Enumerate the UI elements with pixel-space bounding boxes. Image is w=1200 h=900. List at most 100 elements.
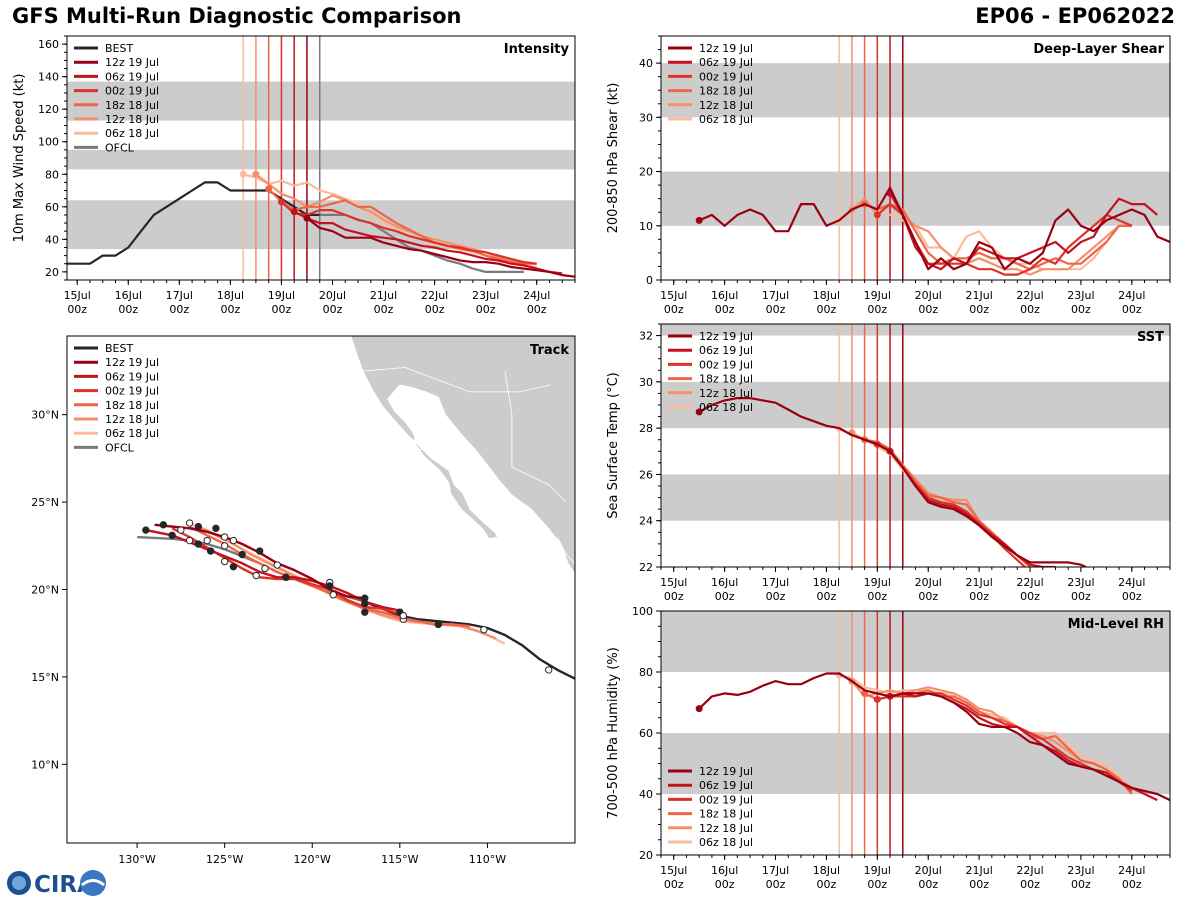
rh-xtick-label: 21Jul [965,864,992,877]
rh-xtick-label: 00z [664,878,684,891]
track-point [361,594,369,602]
intensity-legend-label: BEST [105,42,133,55]
track-legend-label: BEST [105,342,133,355]
track-point [399,612,408,620]
intensity-series-line [306,217,575,278]
intensity-xtick-label: 00z [118,303,138,316]
track-point [229,536,238,545]
shear-xtick-label: 17Jul [762,289,789,302]
rh-xtick-label: 16Jul [711,864,738,877]
track-point [434,620,443,629]
shear-xtick-label: 22Jul [1016,289,1043,302]
shear-xtick-label: 16Jul [711,289,738,302]
intensity-legend-label: 12z 18 Jul [105,113,159,126]
intensity-ytick-label: 120 [38,103,59,116]
track-series-line [189,525,471,628]
intensity-xtick-label: 22Jul [421,289,448,302]
sst-ytick-label: 26 [639,468,653,481]
shear-xtick-label: 00z [715,303,735,316]
rh-xtick-label: 23Jul [1067,864,1094,877]
sst-xtick-label: 20Jul [915,576,942,589]
intensity-xtick-label: 00z [220,303,240,316]
intensity-title: Intensity [504,42,570,57]
shear-xtick-label: 00z [766,303,786,316]
track-point [194,540,203,548]
track-point [261,564,269,573]
sst-band [661,324,1170,336]
sst-ytick-label: 22 [639,561,653,574]
intensity-xtick-label: 15Jul [64,289,91,302]
rh-xtick-label: 00z [1122,878,1142,891]
land-mass [350,336,575,575]
track-point [326,582,334,590]
track-xtick-label: 130°W [118,853,155,866]
rh-ytick-label: 40 [639,788,653,801]
track-xtick-label: 115°W [381,853,418,866]
intensity-band [67,81,575,121]
shear-legend-label: 00z 19 Jul [699,70,753,83]
intensity-xtick-label: 21Jul [370,289,397,302]
rh-xtick-label: 22Jul [1016,864,1043,877]
track-point [177,526,185,534]
intensity-xtick-label: 16Jul [115,289,142,302]
track-point [206,547,215,555]
intensity-legend-label: 00z 19 Jul [105,85,159,98]
intensity-series-line [67,181,320,265]
track-legend-label: 18z 18 Jul [105,399,159,412]
rh-xtick-label: 00z [1071,878,1091,891]
intensity-xtick-label: 00z [374,303,394,316]
track-point [185,536,194,545]
intensity-xtick-label: 00z [425,303,445,316]
sst-xtick-label: 17Jul [762,576,789,589]
rh-xtick-label: 00z [1020,878,1040,891]
rh-xtick-label: 24Jul [1118,864,1145,877]
shear-xtick-label: 00z [1020,303,1040,316]
track-point [220,533,229,541]
sst-band [661,381,1170,429]
track-point [203,536,211,545]
rh-xtick-label: 00z [766,878,786,891]
intensity-xtick-label: 23Jul [472,289,499,302]
intensity-legend-label: 06z 18 Jul [105,127,159,140]
shear-xtick-label: 20Jul [915,289,942,302]
intensity-xtick-label: 00z [476,303,496,316]
rh-legend-label: 06z 18 Jul [699,836,753,849]
shear-ytick-label: 0 [646,274,653,287]
sst-xtick-label: 00z [867,590,887,603]
rh-xtick-label: 17Jul [762,864,789,877]
shear-xtick-label: 19Jul [864,289,891,302]
intensity-ytick-label: 20 [45,266,59,279]
sst-xtick-label: 00z [1122,590,1142,603]
sst-xtick-label: 00z [1020,590,1040,603]
intensity-xtick-label: 00z [67,303,87,316]
rh-xtick-label: 19Jul [864,864,891,877]
intensity-ytick-label: 40 [45,233,59,246]
track-ytick-label: 20°N [31,584,59,597]
track-point [185,519,194,527]
rh-xtick-label: 00z [817,878,837,891]
track-point [220,542,229,550]
page-title: GFS Multi-Run Diagnostic Comparison [12,4,462,28]
track-legend-label: OFCL [105,441,135,454]
rh-legend-label: 06z 19 Jul [699,779,753,792]
intensity-xtick-label: 17Jul [166,289,193,302]
state-border [362,367,551,393]
sst-legend-label: 06z 19 Jul [699,344,753,357]
shear-legend-label: 06z 19 Jul [699,56,753,69]
shear-xtick-label: 00z [664,303,684,316]
intensity-xtick-label: 18Jul [217,289,244,302]
rh-ytick-label: 80 [639,666,653,679]
intensity-init-point [252,170,260,178]
shear-ytick-label: 40 [639,57,653,70]
sst-xtick-label: 00z [817,590,837,603]
sst-xtick-label: 23Jul [1067,576,1094,589]
sst-xtick-label: 00z [969,590,989,603]
sst-legend-label: 06z 18 Jul [699,401,753,414]
storm-id: EP06 - EP062022 [975,4,1175,28]
sst-xtick-label: 19Jul [864,576,891,589]
track-legend-label: 06z 18 Jul [105,427,159,440]
intensity-xtick-label: 00z [323,303,343,316]
sst-ytick-label: 30 [639,376,653,389]
track-point [252,571,260,580]
track-point [545,666,553,674]
